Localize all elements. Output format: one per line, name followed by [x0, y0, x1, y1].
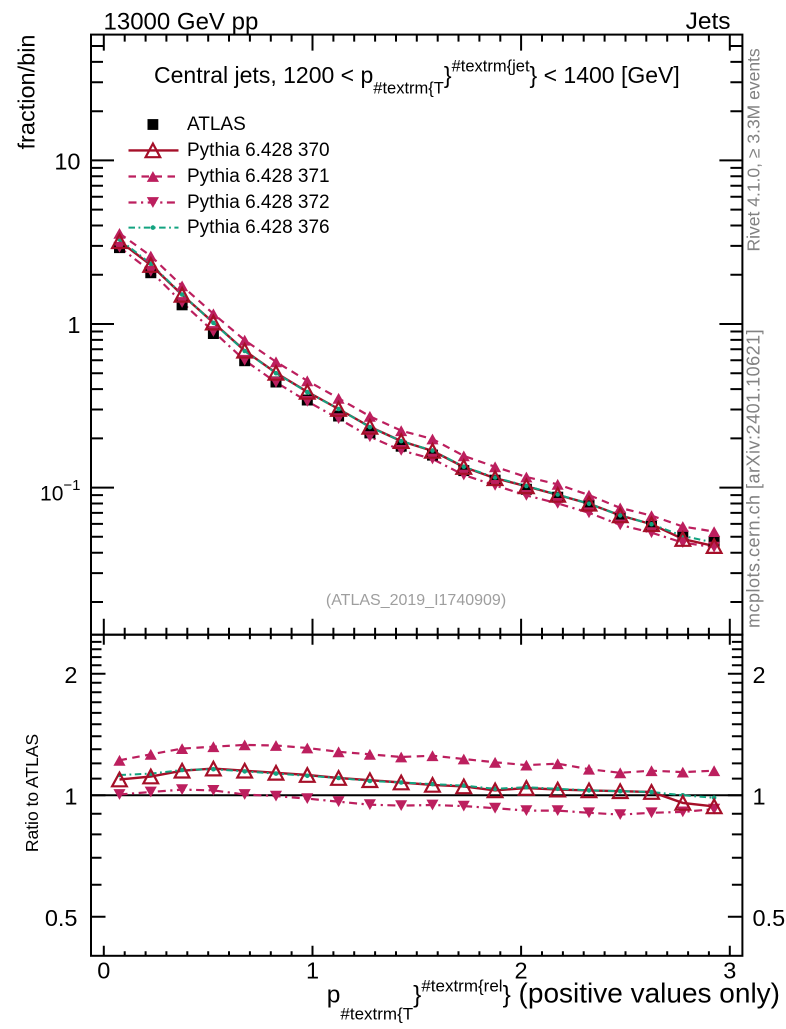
svg-text:2: 2 [64, 662, 77, 688]
svg-text:0.5: 0.5 [45, 905, 78, 931]
svg-text:Rivet 4.1.0, ≥ 3.3M events: Rivet 4.1.0, ≥ 3.3M events [744, 48, 764, 251]
svg-text:0.5: 0.5 [753, 905, 786, 931]
svg-text:1: 1 [753, 784, 766, 810]
svg-text:ATLAS: ATLAS [187, 114, 246, 135]
svg-text:3: 3 [723, 958, 736, 984]
svg-text:Jets: Jets [686, 8, 731, 35]
svg-text:Pythia 6.428 376: Pythia 6.428 376 [187, 217, 330, 238]
svg-text:Pythia 6.428 370: Pythia 6.428 370 [187, 140, 330, 161]
svg-text:10: 10 [54, 149, 80, 175]
svg-text:Ratio to ATLAS: Ratio to ATLAS [22, 734, 42, 852]
svg-text:2: 2 [753, 662, 766, 688]
svg-text:1: 1 [306, 958, 319, 984]
svg-text:13000 GeV pp: 13000 GeV pp [104, 9, 259, 36]
svg-text:0: 0 [97, 958, 110, 984]
svg-text:mcplots.cern.ch [arXiv:2401.10: mcplots.cern.ch [arXiv:2401.10621] [744, 329, 764, 628]
svg-text:2: 2 [515, 958, 528, 984]
svg-text:10−1: 10−1 [40, 477, 80, 505]
svg-text:p#textrm{T}#textrm{rel} (posit: p#textrm{T}#textrm{rel} (positive values… [327, 977, 780, 1024]
svg-text:fraction/bin: fraction/bin [14, 35, 40, 150]
svg-text:Pythia 6.428 371: Pythia 6.428 371 [187, 166, 330, 187]
svg-text:Pythia 6.428 372: Pythia 6.428 372 [187, 192, 330, 213]
svg-text:(ATLAS_2019_I1740909): (ATLAS_2019_I1740909) [326, 592, 506, 609]
svg-text:1: 1 [64, 784, 77, 810]
svg-text:1: 1 [67, 312, 80, 338]
